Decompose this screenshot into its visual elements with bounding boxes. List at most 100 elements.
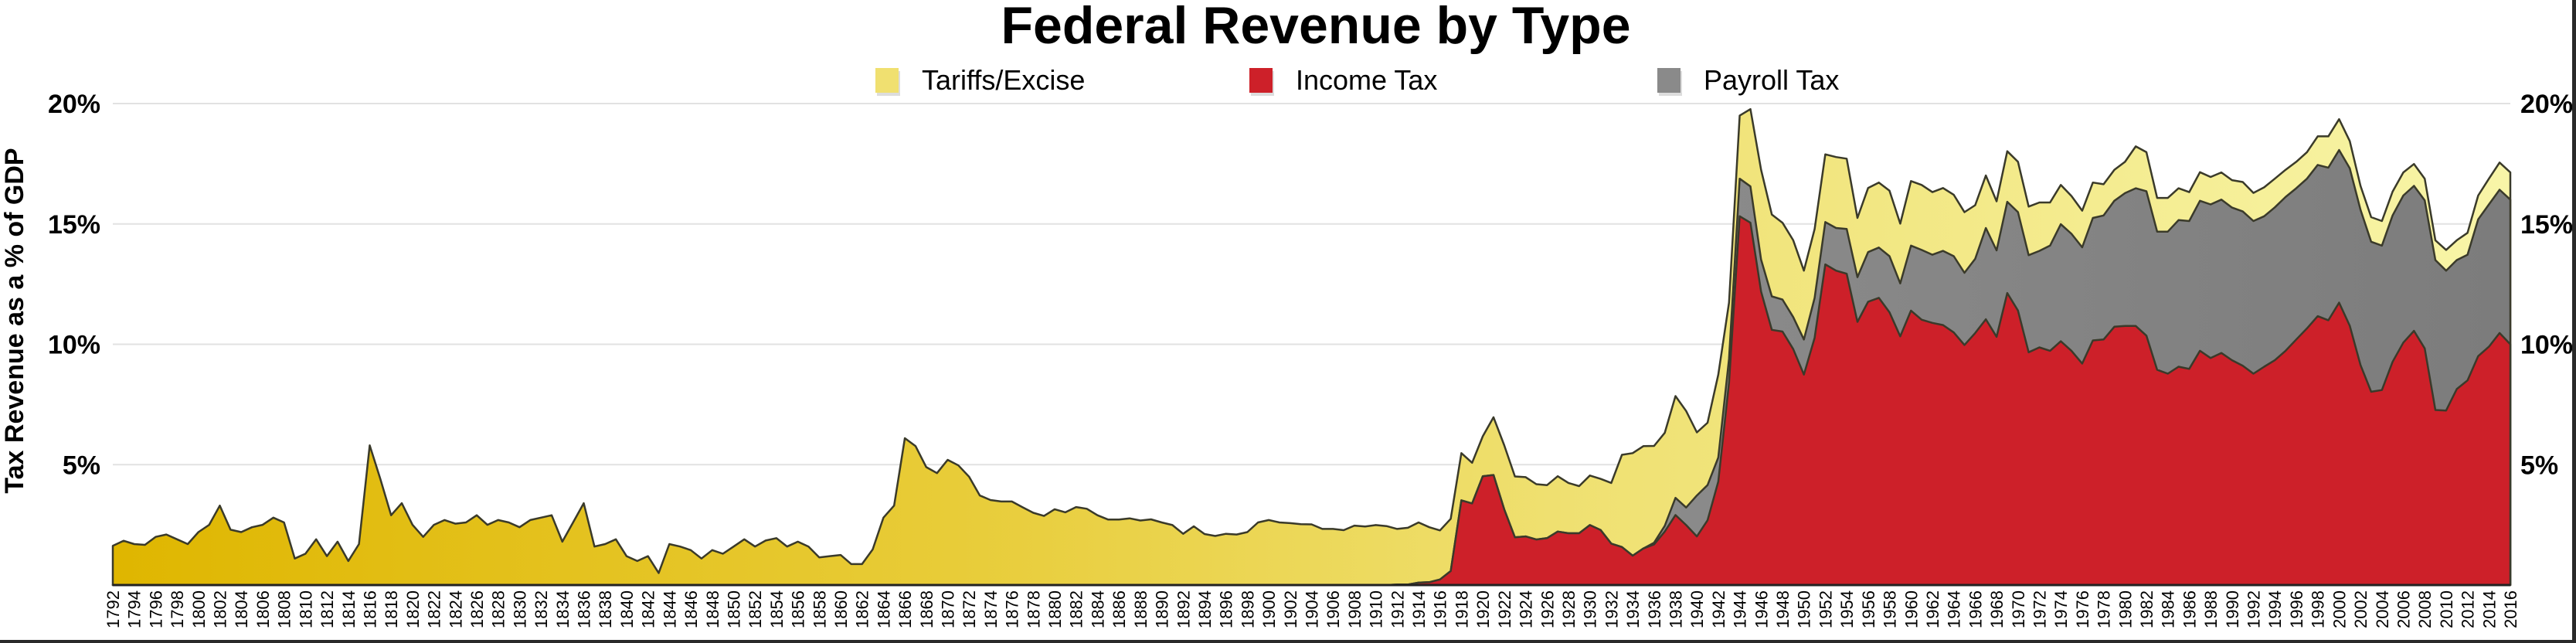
x-tick-label: 1932	[1602, 590, 1621, 628]
x-tick-label: 1954	[1837, 590, 1857, 628]
x-tick-label: 1990	[2223, 590, 2242, 628]
x-tick-label: 1804	[232, 590, 251, 628]
x-tick-label: 1926	[1538, 590, 1557, 628]
x-tick-label: 1872	[960, 590, 979, 628]
x-tick-label: 1860	[831, 590, 851, 628]
x-tick-label: 1794	[125, 590, 144, 628]
x-tick-label: 1984	[2159, 590, 2178, 628]
x-tick-label: 1974	[2051, 590, 2071, 628]
x-tick-label: 1948	[1773, 590, 1793, 628]
x-tick-label: 1836	[575, 590, 594, 628]
x-tick-label: 1796	[146, 590, 165, 628]
y-tick-label-right: 20%	[2520, 90, 2573, 119]
legend-label: Tariffs/Excise	[922, 64, 1085, 96]
x-tick-label: 1912	[1388, 590, 1407, 628]
x-tick-label: 2006	[2394, 590, 2414, 628]
x-tick-label: 1970	[2009, 590, 2028, 628]
x-tick-label: 1920	[1473, 590, 1493, 628]
x-tick-label: 1900	[1259, 590, 1279, 628]
x-tick-label: 1992	[2245, 590, 2264, 628]
x-tick-label: 1834	[553, 590, 573, 628]
x-tick-label: 1798	[168, 590, 187, 628]
x-tick-label: 1952	[1816, 590, 1835, 628]
x-tick-label: 1884	[1088, 590, 1107, 628]
x-tick-label: 1986	[2180, 590, 2199, 628]
x-tick-label: 1998	[2309, 590, 2328, 628]
x-tick-label: 1838	[596, 590, 615, 628]
x-tick-label: 1958	[1881, 590, 1900, 628]
x-tick-label: 1848	[703, 590, 722, 628]
x-tick-label: 1874	[981, 590, 1001, 628]
x-tick-label: 1940	[1687, 590, 1707, 628]
x-tick-label: 1960	[1901, 590, 1921, 628]
x-tick-label: 2010	[2437, 590, 2456, 628]
x-tick-label: 1854	[767, 590, 787, 628]
x-tick-label: 1850	[725, 590, 744, 628]
legend-label: Payroll Tax	[1704, 64, 1839, 96]
x-axis: 1792 1794 1796 1798 1800 1802 1804 1806 1808 1810…	[104, 590, 2520, 628]
x-tick-label: 1936	[1645, 590, 1664, 628]
chart-title: Federal Revenue by Type	[1001, 0, 1630, 55]
x-tick-label: 1868	[917, 590, 936, 628]
x-tick-label: 1800	[189, 590, 209, 628]
x-tick-label: 1908	[1345, 590, 1364, 628]
y-tick-label-left: 10%	[48, 331, 100, 360]
x-tick-label: 1962	[1923, 590, 1942, 628]
x-tick-label: 1820	[403, 590, 423, 628]
y-tick-label-left: 15%	[48, 210, 100, 240]
x-tick-label: 1808	[275, 590, 294, 628]
x-tick-label: 2008	[2415, 590, 2435, 628]
x-tick-label: 1978	[2095, 590, 2114, 628]
x-tick-label: 1822	[425, 590, 444, 628]
legend-item-payroll-tax: Payroll Tax	[1657, 64, 1839, 96]
x-tick-label: 1858	[810, 590, 829, 628]
x-tick-label: 2002	[2351, 590, 2370, 628]
window-border-right	[2572, 0, 2576, 643]
x-tick-label: 1866	[895, 590, 915, 628]
y-axis-label: Tax Revenue as a % of GDP	[0, 148, 29, 493]
x-tick-label: 1890	[1153, 590, 1172, 628]
x-tick-label: 1876	[1003, 590, 1022, 628]
x-tick-label: 1930	[1581, 590, 1600, 628]
legend-swatch	[875, 68, 899, 93]
x-tick-label: 1816	[361, 590, 380, 628]
x-tick-label: 1840	[617, 590, 637, 628]
x-tick-label: 1914	[1409, 590, 1429, 628]
x-tick-label: 1910	[1367, 590, 1386, 628]
x-tick-label: 2016	[2501, 590, 2520, 628]
x-tick-label: 1918	[1452, 590, 1471, 628]
y-tick-label-left: 20%	[48, 90, 100, 119]
x-tick-label: 1802	[211, 590, 230, 628]
x-tick-label: 1842	[639, 590, 658, 628]
x-tick-label: 1812	[318, 590, 337, 628]
legend-swatch	[1657, 68, 1681, 93]
x-tick-label: 1806	[253, 590, 273, 628]
x-tick-label: 1892	[1174, 590, 1193, 628]
x-tick-label: 2004	[2373, 590, 2392, 628]
x-tick-label: 1830	[510, 590, 529, 628]
x-tick-label: 1824	[446, 590, 465, 628]
legend-swatch	[1249, 68, 1273, 93]
x-tick-label: 1916	[1431, 590, 1450, 628]
x-tick-label: 1938	[1667, 590, 1686, 628]
x-tick-label: 1886	[1110, 590, 1129, 628]
x-tick-label: 1902	[1281, 590, 1300, 628]
x-tick-label: 1814	[339, 590, 359, 628]
y-axis-left: 5% 10% 15% 20%	[48, 90, 100, 480]
x-tick-label: 1944	[1731, 590, 1750, 628]
x-tick-label: 1994	[2265, 590, 2285, 628]
x-tick-label: 1982	[2137, 590, 2156, 628]
x-tick-label: 1996	[2287, 590, 2306, 628]
x-tick-label: 1864	[874, 590, 893, 628]
x-tick-label: 1928	[1559, 590, 1579, 628]
y-tick-label-right: 10%	[2520, 331, 2573, 360]
x-tick-label: 1856	[789, 590, 808, 628]
x-tick-label: 1870	[939, 590, 958, 628]
x-tick-label: 1942	[1709, 590, 1728, 628]
x-tick-label: 1878	[1024, 590, 1043, 628]
x-tick-label: 1966	[1966, 590, 1985, 628]
x-tick-label: 1950	[1795, 590, 1814, 628]
window-border-bottom	[0, 640, 2576, 643]
x-tick-label: 1972	[2031, 590, 2050, 628]
